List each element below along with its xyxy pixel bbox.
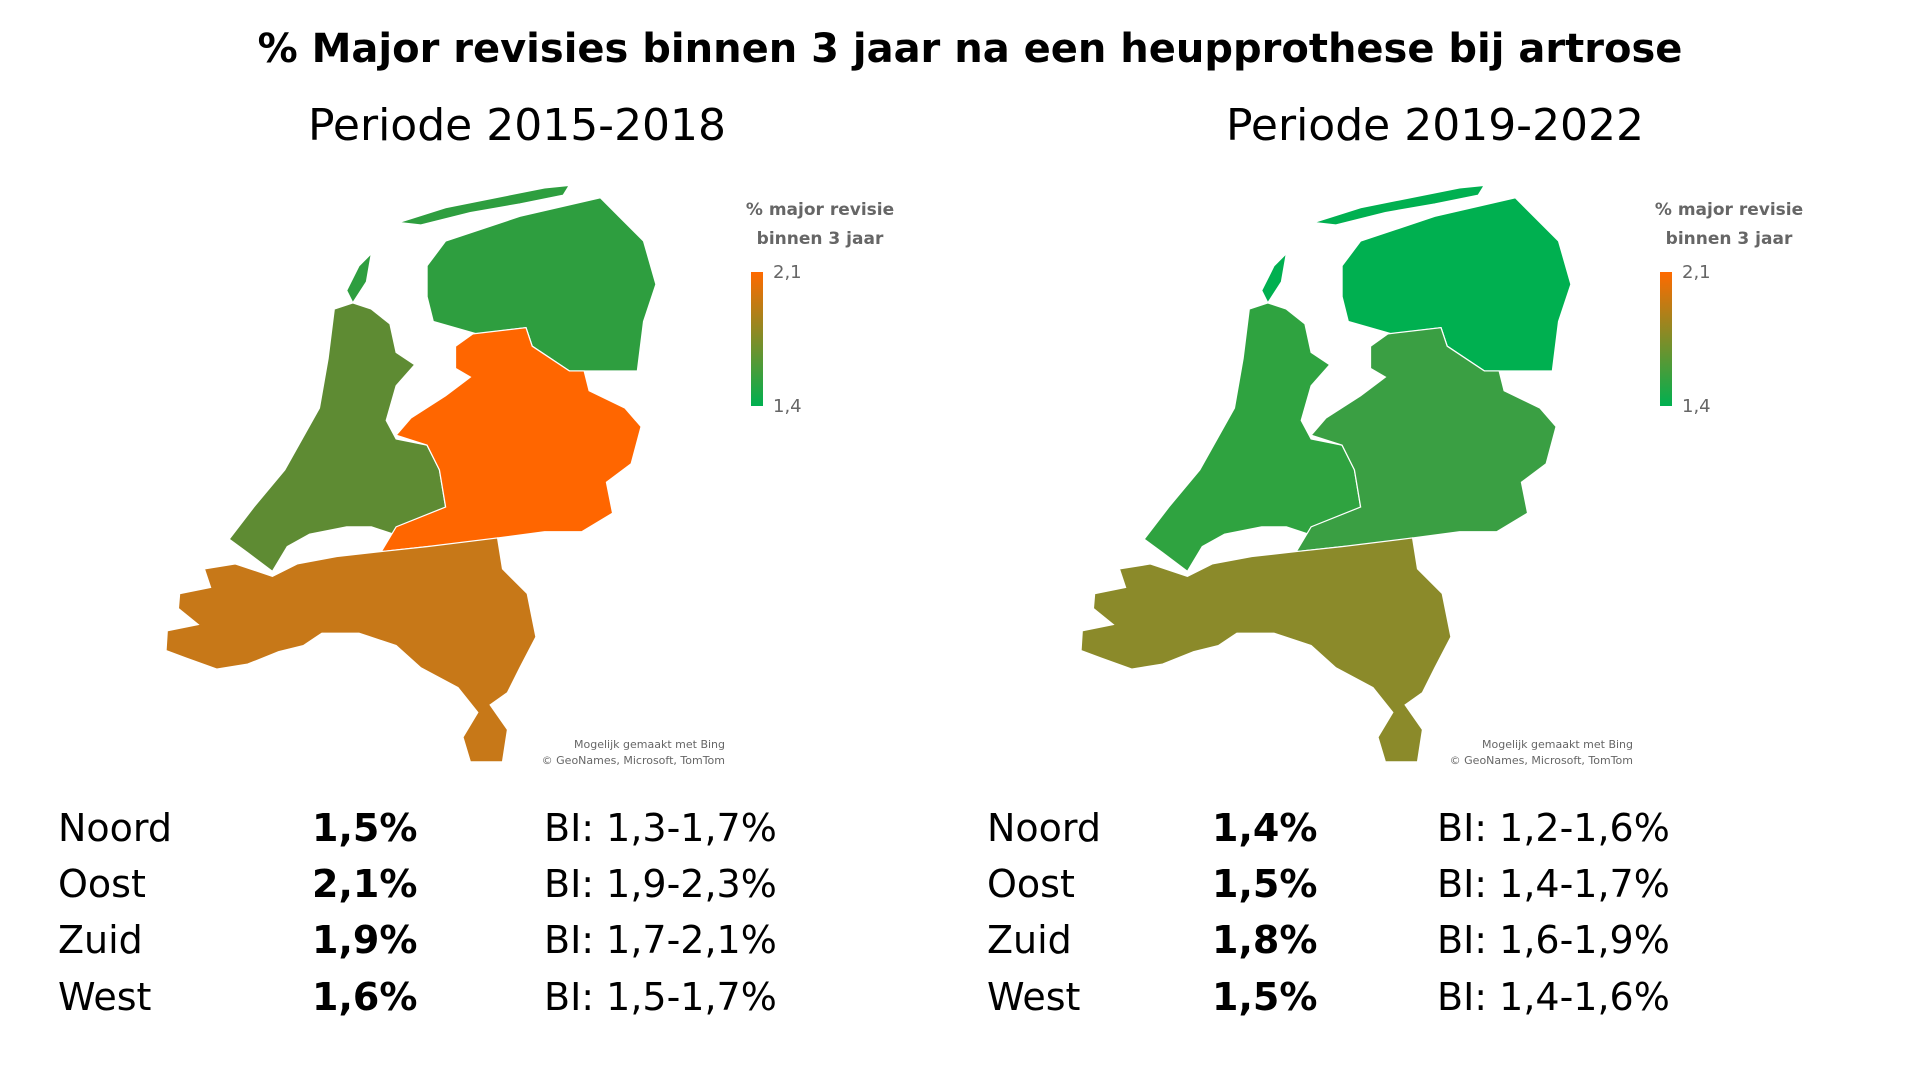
region-ci: BI: 1,4-1,7% — [1437, 862, 1670, 906]
region-ci: BI: 1,3-1,7% — [544, 806, 777, 850]
attribution-line: Mogelijk gemaakt met Bing — [574, 738, 725, 751]
legend-gradient-bar — [751, 272, 763, 406]
region-name: Noord — [987, 806, 1101, 850]
region-value: 1,9% — [312, 918, 418, 962]
map-attribution: Mogelijk gemaakt met Bing © GeoNames, Mi… — [465, 737, 725, 769]
region-value: 2,1% — [312, 862, 418, 906]
map-title-2015-2018: Periode 2015-2018 — [307, 100, 727, 151]
region-name: Zuid — [58, 918, 143, 962]
legend-min-label: 1,4 — [773, 396, 802, 417]
region-name: Zuid — [987, 918, 1072, 962]
map-attribution: Mogelijk gemaakt met Bing © GeoNames, Mi… — [1373, 737, 1633, 769]
region-value: 1,5% — [312, 806, 418, 850]
region-ci: BI: 1,5-1,7% — [544, 975, 777, 1019]
region-value: 1,4% — [1212, 806, 1318, 850]
legend-min-label: 1,4 — [1682, 396, 1711, 417]
region-ci: BI: 1,2-1,6% — [1437, 806, 1670, 850]
map-2019-2022 — [1076, 173, 1572, 773]
legend-title-1: % major revisie — [1654, 200, 1804, 220]
attribution-line: © GeoNames, Microsoft, TomTom — [1449, 754, 1633, 767]
region-value: 1,6% — [312, 975, 418, 1019]
region-ci: BI: 1,9-2,3% — [544, 862, 777, 906]
legend-title-1: % major revisie — [745, 200, 895, 220]
region-noord — [345, 184, 657, 372]
legend-title-2: binnen 3 jaar — [756, 229, 884, 249]
region-value: 1,5% — [1212, 862, 1318, 906]
region-value: 1,8% — [1212, 918, 1318, 962]
region-oost — [380, 326, 642, 553]
region-name: Noord — [58, 806, 172, 850]
color-legend: % major revisie binnen 3 jaar 2,1 1,4 — [1644, 196, 1814, 417]
region-oost — [1295, 326, 1557, 553]
chart-title: % Major revisies binnen 3 jaar na een he… — [257, 26, 1683, 72]
legend-max-label: 2,1 — [773, 262, 802, 283]
region-value: 1,5% — [1212, 975, 1318, 1019]
map-title-2019-2022: Periode 2019-2022 — [1225, 100, 1645, 151]
legend-gradient-bar — [1660, 272, 1672, 406]
attribution-line: © GeoNames, Microsoft, TomTom — [541, 754, 725, 767]
legend-title-2: binnen 3 jaar — [1665, 229, 1793, 249]
region-name: Oost — [58, 862, 146, 906]
region-zuid — [1080, 537, 1452, 763]
region-name: Oost — [987, 862, 1075, 906]
color-legend: % major revisie binnen 3 jaar 2,1 1,4 — [735, 196, 905, 417]
region-noord — [1260, 184, 1572, 372]
region-zuid — [165, 537, 537, 763]
region-name: West — [987, 975, 1081, 1019]
map-2015-2018 — [161, 173, 657, 773]
region-name: West — [58, 975, 152, 1019]
region-ci: BI: 1,6-1,9% — [1437, 918, 1670, 962]
attribution-line: Mogelijk gemaakt met Bing — [1482, 738, 1633, 751]
legend-max-label: 2,1 — [1682, 262, 1711, 283]
region-ci: BI: 1,4-1,6% — [1437, 975, 1670, 1019]
region-ci: BI: 1,7-2,1% — [544, 918, 777, 962]
